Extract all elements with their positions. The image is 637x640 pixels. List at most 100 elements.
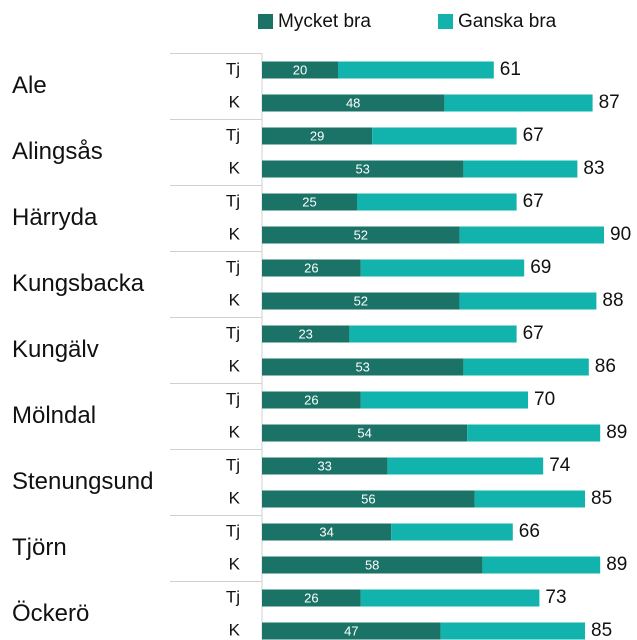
bar-segment	[474, 490, 585, 508]
bar-segment	[349, 325, 517, 343]
bar-segment	[372, 127, 517, 145]
bar-segment	[360, 391, 528, 409]
group-label: Stenungsund	[12, 468, 153, 495]
group-label: Ale	[12, 72, 47, 99]
value-label: 48	[346, 95, 360, 110]
total-label: 85	[591, 488, 612, 509]
value-label: 34	[319, 524, 333, 539]
total-label: 83	[583, 158, 604, 179]
bar-segment	[467, 424, 601, 442]
value-label: 26	[304, 260, 318, 275]
total-label: 70	[534, 389, 555, 410]
bar-segment	[262, 226, 460, 244]
group-label: Mölndal	[12, 402, 96, 429]
value-label: 25	[302, 194, 316, 209]
bar-segment	[360, 259, 525, 277]
bar-segment	[262, 622, 441, 640]
category-label: K	[229, 92, 241, 111]
group-label: Tjörn	[12, 534, 67, 561]
group-label: Kungälv	[12, 336, 99, 363]
bar-segment	[262, 94, 445, 112]
bar-segment	[262, 391, 361, 409]
bar-segment	[440, 622, 585, 640]
bar-segment	[262, 259, 361, 277]
bar-segment	[262, 160, 464, 178]
category-label: Tj	[226, 323, 240, 342]
bar-segment	[463, 160, 578, 178]
category-label: K	[229, 224, 241, 243]
total-label: 90	[610, 224, 631, 245]
total-label: 89	[606, 422, 627, 443]
value-label: 33	[317, 458, 331, 473]
legend-swatch	[258, 14, 273, 29]
bar-segment	[357, 193, 517, 211]
bar-segment	[262, 127, 373, 145]
category-label: Tj	[226, 389, 240, 408]
bar-segment	[262, 523, 392, 541]
category-label: Tj	[226, 59, 240, 78]
category-label: Tj	[226, 455, 240, 474]
bar-segment	[391, 523, 513, 541]
value-label: 56	[361, 491, 375, 506]
category-label: K	[229, 356, 241, 375]
value-label: 47	[344, 623, 358, 638]
bar-segment	[262, 325, 350, 343]
category-label: K	[229, 488, 241, 507]
bar-segment	[338, 61, 494, 79]
total-label: 61	[500, 59, 521, 80]
bar-segment	[459, 226, 604, 244]
group-label: Öckerö	[12, 600, 89, 627]
value-label: 53	[355, 359, 369, 374]
total-label: 66	[519, 521, 540, 542]
total-label: 87	[599, 92, 620, 113]
total-label: 74	[549, 455, 571, 476]
legend-label: Mycket bra	[278, 11, 371, 32]
bar-segment	[463, 358, 589, 376]
legend-swatch	[438, 14, 453, 29]
bar-segment	[262, 61, 338, 79]
category-label: K	[229, 620, 241, 639]
category-label: Tj	[226, 521, 240, 540]
category-label: K	[229, 422, 241, 441]
value-label: 58	[365, 557, 379, 572]
bar-segment	[262, 556, 483, 574]
total-label: 67	[523, 323, 544, 344]
value-label: 26	[304, 392, 318, 407]
value-label: 26	[304, 590, 318, 605]
value-label: 29	[310, 128, 324, 143]
total-label: 67	[523, 125, 544, 146]
bar-segment	[262, 589, 361, 607]
group-label: Kungsbacka	[12, 270, 145, 297]
value-label: 23	[298, 326, 312, 341]
bar-segment	[482, 556, 601, 574]
bar-segment	[262, 424, 468, 442]
bar-segment	[262, 358, 464, 376]
total-label: 73	[545, 587, 566, 608]
bar-segment	[360, 589, 540, 607]
value-label: 52	[354, 227, 368, 242]
bar-segment	[262, 193, 357, 211]
value-label: 54	[357, 425, 371, 440]
total-label: 67	[523, 191, 544, 212]
category-label: K	[229, 290, 241, 309]
bar-segment	[262, 457, 388, 475]
total-label: 89	[606, 554, 627, 575]
group-label: Alingsås	[12, 138, 103, 165]
group-label: Härryda	[12, 204, 98, 231]
category-label: Tj	[226, 257, 240, 276]
bar-segment	[387, 457, 544, 475]
total-label: 86	[595, 356, 616, 377]
category-label: Tj	[226, 191, 240, 210]
value-label: 20	[293, 62, 307, 77]
total-label: 69	[530, 257, 551, 278]
bar-segment	[444, 94, 593, 112]
value-label: 53	[355, 161, 369, 176]
category-label: K	[229, 554, 241, 573]
category-label: Tj	[226, 125, 240, 144]
total-label: 88	[602, 290, 623, 311]
category-label: K	[229, 158, 241, 177]
category-label: Tj	[226, 587, 240, 606]
bar-segment	[459, 292, 597, 310]
bar-segment	[262, 490, 475, 508]
